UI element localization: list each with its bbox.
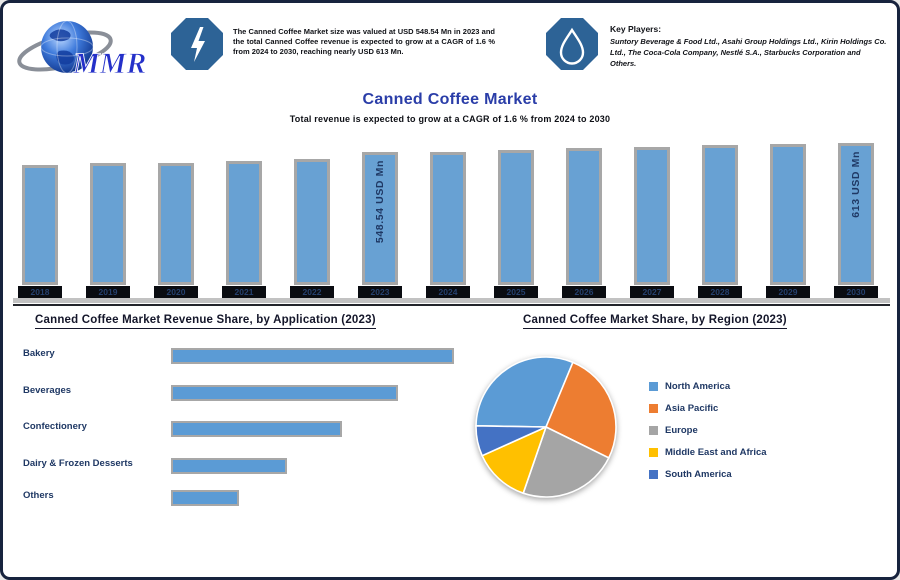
market-summary-text: The Canned Coffee Market size was valued…: [233, 27, 495, 56]
segment-chart-title: Canned Coffee Market Revenue Share, by A…: [35, 314, 376, 329]
legend-label: Asia Pacific: [665, 402, 719, 414]
pie-slice-middle-east-and-africa: [481, 425, 548, 495]
annual-bar-2026: 2026: [562, 143, 606, 298]
region-chart-title: Canned Coffee Market Share, by Region (2…: [523, 314, 787, 329]
year-label: 2020: [154, 286, 198, 298]
globe-logo-icon: MMR: [17, 20, 147, 80]
legend-swatch: [649, 469, 658, 479]
bar-rect: [634, 147, 670, 285]
bar-rect: [566, 148, 602, 285]
legend-item: North America: [649, 375, 767, 397]
droplet-icon: [545, 17, 599, 71]
bar-rect: [770, 144, 806, 285]
year-label: 2028: [698, 286, 742, 298]
year-label: 2018: [18, 286, 62, 298]
segment-bar: [171, 421, 342, 437]
annual-bar-2019: 2019: [86, 143, 130, 298]
bar-rect: [226, 161, 262, 285]
year-label: 2030: [834, 286, 878, 298]
bar-value-label: 613 USD Mn: [850, 151, 862, 218]
year-label: 2027: [630, 286, 674, 298]
segment-row: Others: [21, 490, 471, 512]
pie-slice-asia-pacific: [544, 361, 617, 459]
bar-rect: [22, 165, 58, 285]
pie-slice-europe: [522, 425, 610, 498]
segment-label: Beverages: [23, 385, 72, 396]
legend-label: North America: [665, 380, 731, 392]
x-axis-line: [13, 298, 890, 303]
legend-swatch: [649, 403, 658, 413]
region-legend: North America Asia Pacific Europe Middle Ea…: [649, 375, 767, 485]
legend-swatch: [649, 425, 658, 435]
legend-item: South America: [649, 463, 767, 485]
year-label: 2025: [494, 286, 538, 298]
segment-bar-chart: Bakery Beverages Confectionery Dairy & Froz…: [21, 343, 471, 513]
year-label: 2022: [290, 286, 334, 298]
legend-label: Middle East and Africa: [665, 446, 767, 458]
year-label: 2023: [358, 286, 402, 298]
segment-row: Beverages: [21, 385, 471, 407]
pie-slice-south-america: [475, 424, 547, 457]
year-label: 2019: [86, 286, 130, 298]
legend-label: South America: [665, 468, 732, 480]
legend-item: Europe: [649, 419, 767, 441]
year-label: 2029: [766, 286, 810, 298]
segment-label: Others: [23, 490, 54, 501]
region-pie-svg: [475, 356, 617, 498]
segment-bar: [171, 385, 398, 401]
bar-rect: [158, 163, 194, 285]
logo-text: MMR: [72, 47, 146, 80]
bar-rect: [430, 152, 466, 285]
annual-bar-chart: 2018 2019 2020 2021 2022 548.54 USD Mn 2023 202…: [18, 143, 887, 298]
year-label: 2026: [562, 286, 606, 298]
annual-bar-2022: 2022: [290, 143, 334, 298]
year-label: 2021: [222, 286, 266, 298]
segment-row: Confectionery: [21, 421, 471, 443]
legend-swatch: [649, 381, 658, 391]
lightning-icon: [170, 17, 224, 71]
segment-bar: [171, 458, 287, 474]
legend-label: Europe: [665, 424, 698, 436]
segment-label: Bakery: [23, 348, 55, 359]
legend-item: Middle East and Africa: [649, 441, 767, 463]
annual-bar-2028: 2028: [698, 143, 742, 298]
bar-rect: [294, 159, 330, 285]
legend-item: Asia Pacific: [649, 397, 767, 419]
bar-rect: [498, 150, 534, 285]
bar-rect: [702, 145, 738, 285]
mmr-logo: MMR: [15, 11, 167, 81]
legend-swatch: [649, 447, 658, 457]
segment-label: Dairy & Frozen Desserts: [23, 458, 133, 469]
annual-bar-2025: 2025: [494, 143, 538, 298]
key-players-text: Suntory Beverage & Food Ltd., Asahi Grou…: [610, 37, 887, 68]
annual-bar-2030: 613 USD Mn 2030: [834, 143, 878, 298]
annual-bar-2023: 548.54 USD Mn 2023: [358, 143, 402, 298]
annual-bar-2021: 2021: [222, 143, 266, 298]
key-players-label: Key Players:: [610, 24, 662, 34]
bar-value-label: 548.54 USD Mn: [374, 160, 386, 244]
page-title: Canned Coffee Market: [362, 91, 538, 108]
annual-bar-2018: 2018: [18, 143, 62, 298]
segment-row: Bakery: [21, 348, 471, 370]
page-subtitle: Total revenue is expected to grow at a C…: [289, 114, 611, 124]
pie-slice-north-america: [475, 356, 574, 428]
bar-rect: 613 USD Mn: [838, 143, 874, 285]
segment-row: Dairy & Frozen Desserts: [21, 458, 471, 480]
year-label: 2024: [426, 286, 470, 298]
bar-rect: 548.54 USD Mn: [362, 152, 398, 285]
section-divider: [13, 304, 890, 306]
segment-bar: [171, 348, 454, 364]
annual-bar-2020: 2020: [154, 143, 198, 298]
bar-rect: [90, 163, 126, 285]
region-pie: [473, 354, 619, 500]
annual-bar-2024: 2024: [426, 143, 470, 298]
annual-bar-2027: 2027: [630, 143, 674, 298]
segment-bar: [171, 490, 239, 506]
annual-bar-2029: 2029: [766, 143, 810, 298]
segment-label: Confectionery: [23, 421, 87, 432]
